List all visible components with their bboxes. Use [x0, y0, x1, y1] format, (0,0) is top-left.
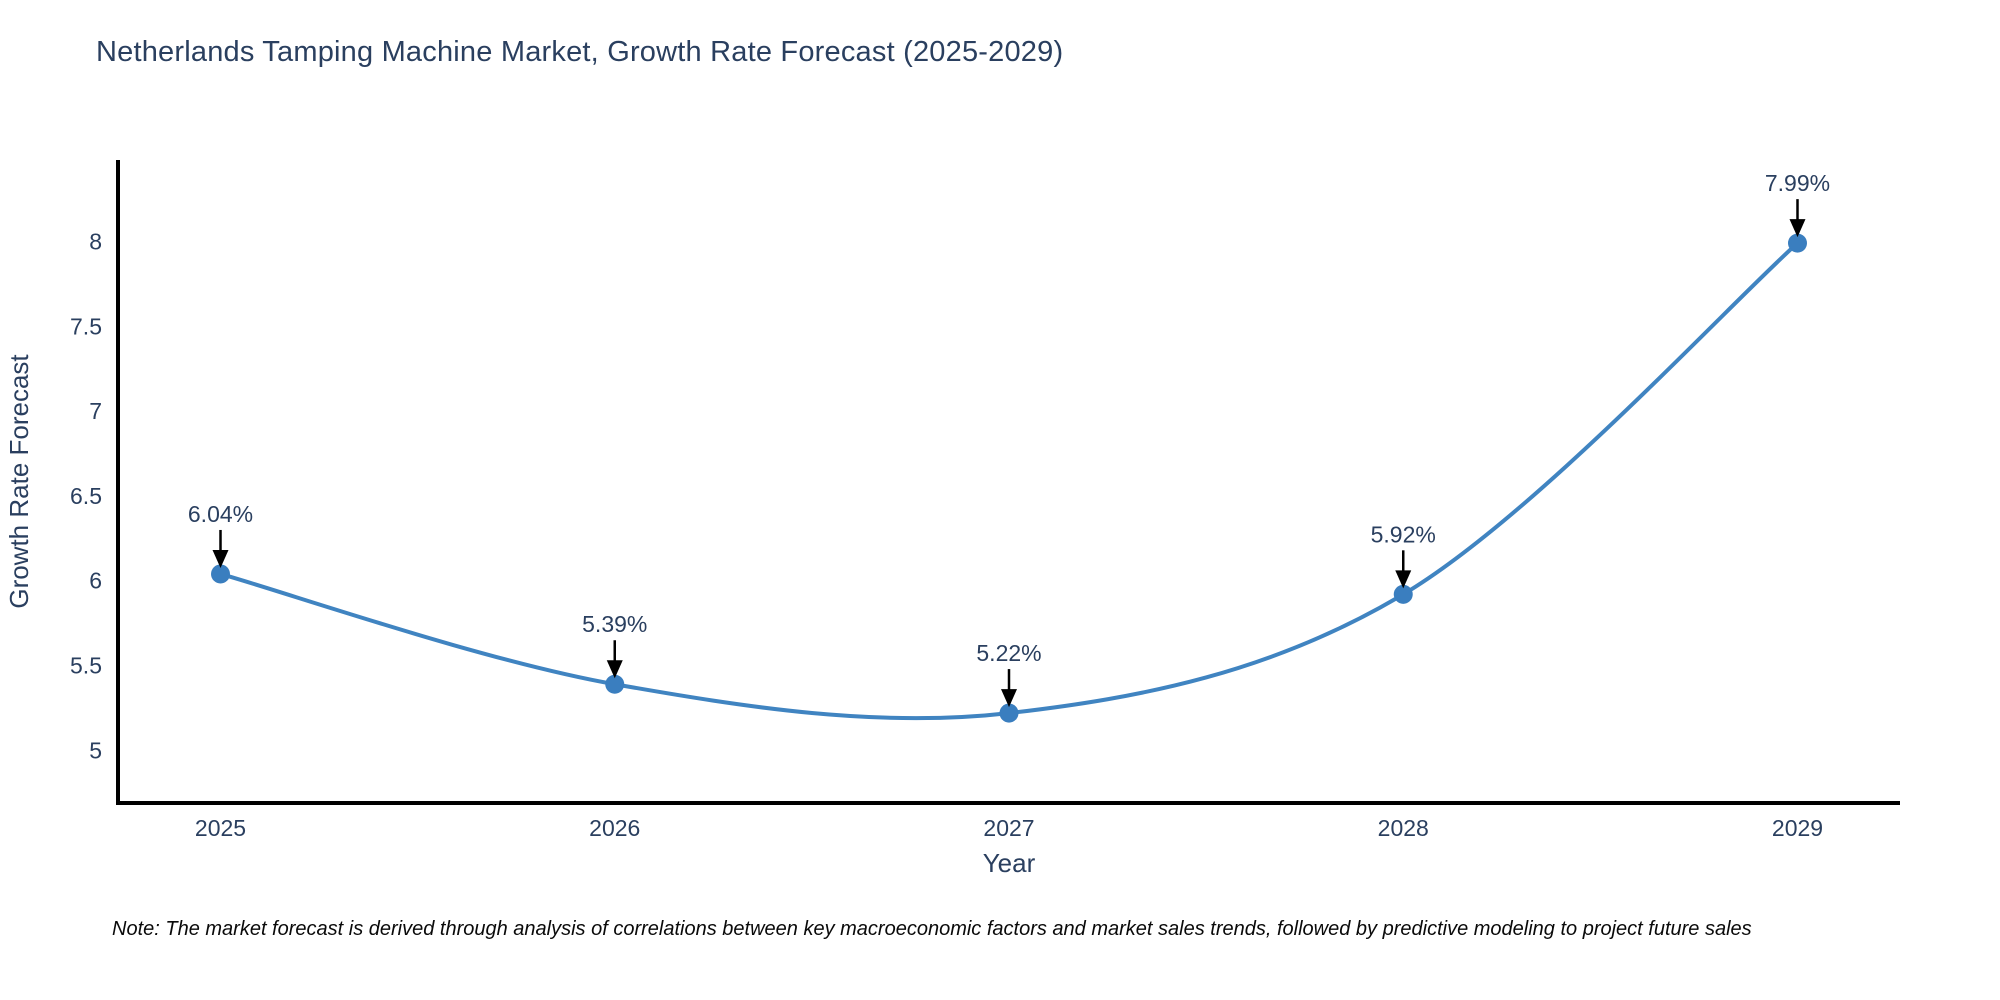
annotation-arrowhead [1789, 219, 1806, 238]
data-point-marker [999, 703, 1019, 723]
chart-title: Netherlands Tamping Machine Market, Grow… [96, 36, 1064, 68]
y-axis-title: Growth Rate Forecast [4, 354, 34, 609]
y-tick-label: 8 [89, 228, 102, 254]
annotation-arrowhead [212, 549, 229, 568]
annotation-arrowhead [1395, 570, 1412, 589]
x-axis-title: Year [983, 848, 1036, 878]
data-point-marker [605, 674, 625, 694]
data-point-label: 6.04% [188, 501, 253, 527]
x-tick-label: 2027 [983, 815, 1034, 841]
x-tick-label: 2025 [195, 815, 246, 841]
data-point-label: 5.22% [976, 640, 1041, 666]
annotation-arrowhead [606, 660, 623, 679]
data-point-label: 7.99% [1765, 170, 1830, 196]
annotation-arrowhead [1001, 689, 1017, 708]
x-tick-label: 2026 [589, 815, 640, 841]
data-point-marker [211, 564, 231, 584]
y-tick-label: 7 [89, 398, 102, 424]
data-point-marker [1787, 233, 1807, 253]
y-tick-label: 7.5 [70, 313, 102, 339]
footnote: Note: The market forecast is derived thr… [112, 918, 1752, 940]
y-tick-label: 6.5 [70, 483, 102, 509]
x-tick-label: 2029 [1772, 815, 1823, 841]
data-point-label: 5.92% [1371, 521, 1436, 547]
y-tick-label: 6 [89, 568, 102, 594]
x-tick-label: 2028 [1378, 815, 1429, 841]
y-tick-label: 5 [89, 737, 102, 763]
data-point-label: 5.39% [582, 611, 647, 637]
axis-lines [116, 160, 1900, 805]
forecast-line [218, 241, 1800, 721]
y-tick-label: 5.5 [70, 653, 102, 679]
data-point-marker [1393, 584, 1413, 604]
